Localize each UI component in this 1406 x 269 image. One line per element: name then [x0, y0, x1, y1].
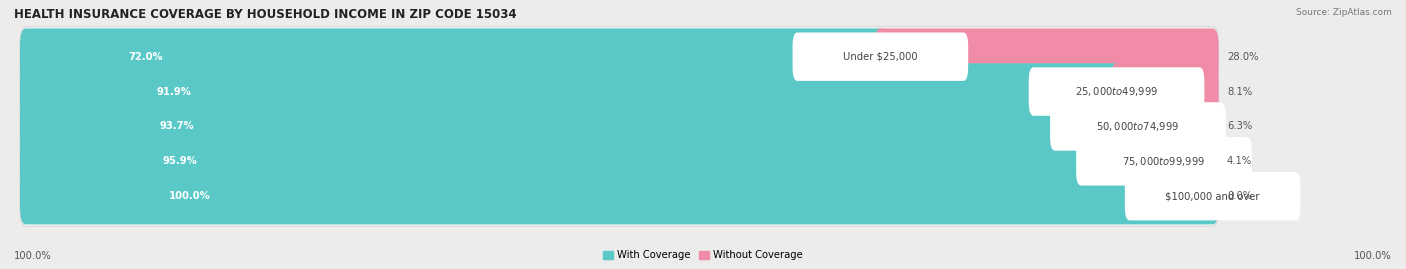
FancyBboxPatch shape [875, 29, 1219, 85]
Text: 4.1%: 4.1% [1227, 156, 1253, 166]
FancyBboxPatch shape [1050, 102, 1226, 151]
Text: $75,000 to $99,999: $75,000 to $99,999 [1122, 155, 1205, 168]
Text: 28.0%: 28.0% [1227, 52, 1258, 62]
Text: 0.0%: 0.0% [1227, 191, 1251, 201]
FancyBboxPatch shape [793, 33, 969, 81]
FancyBboxPatch shape [20, 62, 1219, 122]
Text: $100,000 and over: $100,000 and over [1166, 191, 1260, 201]
Text: 6.3%: 6.3% [1227, 121, 1253, 132]
FancyBboxPatch shape [1125, 172, 1301, 220]
Text: HEALTH INSURANCE COVERAGE BY HOUSEHOLD INCOME IN ZIP CODE 15034: HEALTH INSURANCE COVERAGE BY HOUSEHOLD I… [14, 8, 516, 21]
Text: 72.0%: 72.0% [128, 52, 163, 62]
Text: 100.0%: 100.0% [14, 251, 52, 261]
Text: 100.0%: 100.0% [169, 191, 209, 201]
Text: 8.1%: 8.1% [1227, 87, 1253, 97]
Text: 100.0%: 100.0% [1354, 251, 1392, 261]
FancyBboxPatch shape [20, 97, 1219, 156]
Text: $25,000 to $49,999: $25,000 to $49,999 [1076, 85, 1159, 98]
FancyBboxPatch shape [1076, 137, 1251, 186]
FancyBboxPatch shape [1159, 133, 1219, 190]
FancyBboxPatch shape [20, 166, 1219, 226]
FancyBboxPatch shape [1132, 98, 1219, 155]
Text: 91.9%: 91.9% [157, 87, 191, 97]
FancyBboxPatch shape [20, 133, 1170, 190]
Legend: With Coverage, Without Coverage: With Coverage, Without Coverage [599, 246, 807, 264]
FancyBboxPatch shape [20, 63, 1122, 120]
FancyBboxPatch shape [20, 27, 1219, 87]
FancyBboxPatch shape [20, 168, 1219, 224]
Text: 93.7%: 93.7% [159, 121, 194, 132]
FancyBboxPatch shape [20, 98, 1144, 155]
Text: 95.9%: 95.9% [163, 156, 197, 166]
Text: $50,000 to $74,999: $50,000 to $74,999 [1097, 120, 1180, 133]
FancyBboxPatch shape [1111, 63, 1219, 120]
FancyBboxPatch shape [1029, 67, 1205, 116]
Text: Source: ZipAtlas.com: Source: ZipAtlas.com [1296, 8, 1392, 17]
FancyBboxPatch shape [20, 29, 886, 85]
FancyBboxPatch shape [20, 131, 1219, 191]
Text: Under $25,000: Under $25,000 [844, 52, 918, 62]
